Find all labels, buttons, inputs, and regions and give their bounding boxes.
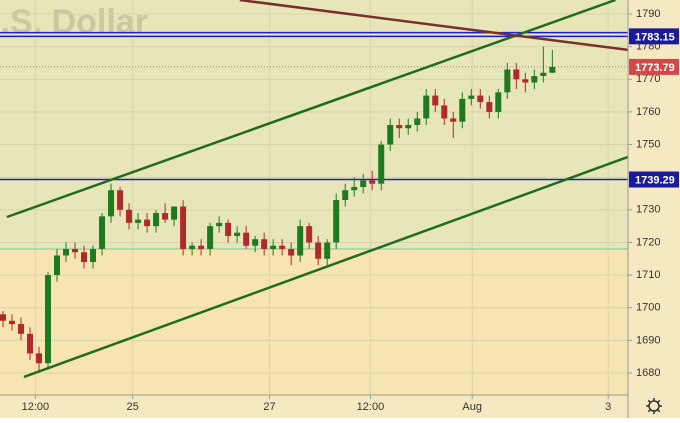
candle-body: [72, 248, 79, 253]
candle-body: [0, 314, 6, 321]
x-tick-label: 25: [127, 401, 139, 413]
y-tick-label: 1790: [636, 8, 660, 20]
candle-body: [324, 242, 331, 259]
y-tick-label: 1760: [636, 106, 660, 118]
x-tick-label: 27: [263, 401, 275, 413]
candle-body: [54, 255, 61, 276]
candle-body: [441, 105, 448, 119]
candle-body: [63, 248, 70, 256]
candle-body: [180, 206, 187, 249]
candle-body: [144, 219, 151, 227]
zone: [0, 0, 628, 249]
candle-body: [26, 333, 33, 354]
candle-body: [360, 180, 367, 187]
candle-body: [234, 232, 241, 236]
price-tag-label: 1783.15: [635, 31, 675, 43]
candle-body: [279, 245, 286, 249]
candle-body: [468, 95, 475, 99]
candle-body: [171, 206, 178, 220]
x-tick-label: 3: [605, 401, 611, 413]
candle-body: [126, 209, 133, 223]
candle-body: [432, 95, 439, 106]
candle-body: [306, 226, 313, 243]
candle-body: [45, 275, 52, 364]
candle-body: [369, 180, 376, 184]
candle-body: [378, 144, 385, 184]
y-tick-label: 1720: [636, 236, 660, 248]
y-tick-label: 1750: [636, 138, 660, 150]
y-tick-label: 1690: [636, 334, 660, 346]
candle-body: [270, 245, 277, 249]
candle-body: [495, 92, 502, 112]
trend-line: [239, 0, 628, 52]
zone: [0, 248, 628, 395]
y-tick-label: 1730: [636, 204, 660, 216]
candle-body: [342, 190, 349, 201]
candle-body: [513, 69, 520, 80]
y-tick-label: 1710: [636, 269, 660, 281]
candle-body: [450, 118, 457, 122]
candle-body: [261, 239, 268, 249]
candle-body: [243, 232, 250, 246]
candle-body: [99, 216, 106, 249]
x-tick-label: Aug: [462, 401, 482, 413]
candle-body: [216, 222, 223, 227]
candle-body: [153, 213, 160, 227]
candle-body: [252, 239, 259, 246]
candle-body: [17, 324, 24, 334]
candle-body: [297, 226, 304, 256]
price-tag: [629, 58, 679, 75]
price-tag: [629, 171, 679, 188]
candle-body: [486, 102, 493, 112]
candle-body: [351, 186, 358, 191]
trend-line: [23, 155, 628, 379]
candle-body: [117, 190, 124, 210]
candle-body: [459, 98, 466, 122]
candle-body: [522, 79, 529, 83]
candle-body: [333, 200, 340, 243]
candle-body: [198, 245, 205, 249]
candle-body: [81, 252, 88, 263]
x-tick-label: 12:00: [357, 401, 385, 413]
settings-icon[interactable]: [646, 398, 662, 414]
candle-body: [540, 72, 547, 77]
plot-area: U.S. Dollar: [0, 0, 628, 395]
candle-body: [477, 95, 484, 103]
candle-body: [414, 118, 421, 125]
candle-body: [405, 124, 412, 129]
price-tag-label: 1739.29: [635, 174, 675, 186]
candle-body: [531, 76, 538, 83]
y-tick-label: 1770: [636, 73, 660, 85]
price-tag-label: 1773.79: [635, 62, 675, 74]
candle-body: [396, 124, 403, 129]
candle-body: [315, 242, 322, 259]
candle-body: [189, 245, 196, 249]
candle-body: [135, 219, 142, 223]
candle-body: [35, 353, 42, 364]
candle-body: [108, 190, 115, 217]
candle-body: [504, 69, 511, 93]
gear-teeth[interactable]: [646, 398, 662, 414]
y-tick-label: 1680: [636, 367, 660, 379]
watermark: U.S. Dollar: [0, 3, 148, 41]
candle-body: [288, 248, 295, 256]
candle-body: [162, 213, 169, 220]
candle-body: [225, 222, 232, 236]
candle-body: [423, 95, 430, 119]
x-tick-label: 12:00: [22, 401, 50, 413]
candle-body: [8, 320, 15, 325]
candle-body: [549, 66, 556, 73]
price-tag: [629, 28, 679, 45]
candle-body: [387, 124, 394, 145]
candle-body: [207, 226, 214, 249]
y-tick-label: 1700: [636, 302, 660, 314]
candle-body: [90, 248, 97, 263]
